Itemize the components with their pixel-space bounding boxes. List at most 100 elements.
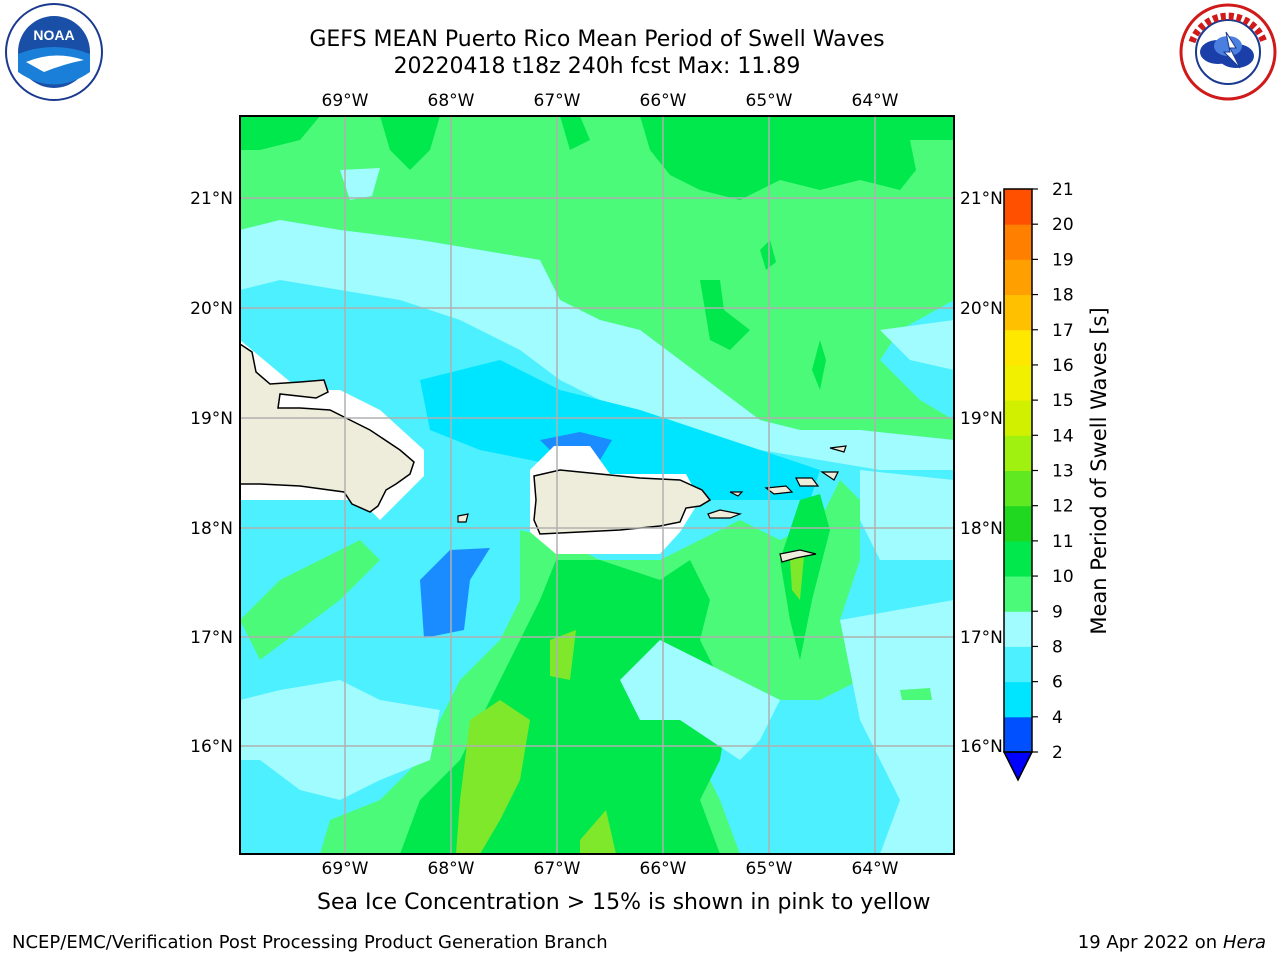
lat-label-left: 16°N — [190, 737, 233, 757]
footer-credit: NCEP/EMC/Verification Post Processing Pr… — [12, 932, 608, 953]
lat-labels-left: 21°N 20°N 19°N 18°N 17°N 16°N — [190, 189, 233, 757]
lon-labels-bottom: 69°W 68°W 67°W 66°W 65°W 64°W — [322, 859, 899, 879]
colorbar-segment — [1004, 435, 1032, 471]
lat-label-right: 17°N — [960, 628, 1003, 648]
lon-label-bottom: 66°W — [640, 859, 687, 879]
footer-date-text: 19 Apr 2022 on — [1077, 932, 1223, 953]
contour-9-10-north — [240, 116, 954, 440]
vieques-island — [707, 509, 743, 519]
contour-10-11-north-b — [240, 116, 320, 150]
colorbar-tick-label: 16 — [1052, 356, 1074, 376]
contour-11-12-south — [456, 630, 616, 854]
contour-10-11-mid-f — [812, 340, 826, 390]
lat-label-left: 21°N — [190, 189, 233, 209]
st-croix-island — [779, 549, 817, 563]
colorbar: 21 20 19 18 17 16 15 14 13 12 11 10 9 8 6 4 2 — [1002, 180, 1074, 782]
lat-label-right: 21°N — [960, 189, 1003, 209]
contour-8-9-patch-a — [340, 168, 380, 200]
lat-labels-right: 21°N 20°N 19°N 18°N 17°N 16°N — [960, 189, 1003, 757]
lon-label-top: 64°W — [852, 91, 899, 111]
lon-labels-top: 69°W 68°W 67°W 66°W 65°W 64°W — [322, 91, 899, 111]
noaa-logo: NOAA — [5, 3, 103, 101]
lon-label-bottom: 68°W — [428, 859, 475, 879]
contour-8-9-band-north — [240, 220, 954, 470]
contour-10-11-mid-g — [760, 240, 776, 270]
colorbar-segment — [1004, 364, 1032, 401]
map-panel — [240, 116, 954, 854]
colorbar-segment — [1004, 294, 1032, 331]
nws-logo — [1179, 3, 1277, 101]
contour-8-9-patch-b — [880, 320, 954, 370]
contour-10-11-mid-e — [700, 280, 750, 350]
colorbar-segment — [1004, 681, 1032, 718]
colorbar-tick-label: 8 — [1052, 637, 1063, 657]
lon-label-bottom: 69°W — [322, 859, 369, 879]
colorbar-tick-label: 11 — [1052, 532, 1074, 552]
contour-8-9-south-c — [840, 600, 954, 854]
map-title: GEFS MEAN Puerto Rico Mean Period of Swe… — [309, 27, 885, 52]
colorbar-segment — [1004, 470, 1032, 507]
lat-label-right: 20°N — [960, 299, 1003, 319]
contour-6-8-central — [420, 360, 820, 500]
colorbar-segment — [1004, 576, 1032, 612]
lat-label-left: 19°N — [190, 409, 233, 429]
colorbar-tick-label: 17 — [1052, 321, 1074, 341]
virgin-islands-north — [729, 445, 847, 497]
colorbar-label: Mean Period of Swell Waves [s] — [1087, 307, 1111, 634]
colorbar-tick-label: 6 — [1052, 673, 1063, 693]
colorbar-segment — [1004, 716, 1032, 753]
colorbar-segment — [1004, 611, 1032, 647]
lon-label-top: 67°W — [534, 91, 581, 111]
contour-6-8-south-east — [776, 800, 812, 854]
colorbar-tick-label: 15 — [1052, 391, 1074, 411]
colorbar-segment — [1004, 400, 1032, 436]
colorbar-tick-label: 10 — [1052, 567, 1074, 587]
colorbar-tick-label: 18 — [1052, 286, 1074, 306]
colorbar-tick-label: 14 — [1052, 426, 1074, 446]
colorbar-tick-label: 4 — [1052, 708, 1063, 728]
hispaniola-land — [240, 343, 415, 513]
contour-10-11-north-c — [380, 116, 440, 170]
map-frame — [239, 115, 955, 855]
colorbar-tick-label: 9 — [1052, 602, 1063, 622]
contour-11-12-east — [790, 556, 804, 600]
map-subtitle: 20220418 t18z 240h fcst Max: 11.89 — [393, 54, 801, 79]
lat-label-right: 16°N — [960, 737, 1003, 757]
contour-8-9-east — [860, 470, 954, 560]
colorbar-segment — [1004, 329, 1032, 366]
gridlines — [240, 116, 954, 854]
lon-label-top: 68°W — [428, 91, 475, 111]
lat-label-left: 17°N — [190, 628, 233, 648]
contour-10-11-north-d — [560, 116, 590, 150]
colorbar-under-triangle — [1002, 751, 1034, 782]
footer-date: 19 Apr 2022 on Hera — [1078, 932, 1266, 953]
colorbar-tick-label: 20 — [1052, 215, 1074, 235]
lon-label-top: 66°W — [640, 91, 687, 111]
colorbar-segment — [1004, 259, 1032, 296]
lon-label-top: 65°W — [746, 91, 793, 111]
lat-label-left: 20°N — [190, 299, 233, 319]
colorbar-segment — [1004, 505, 1032, 542]
contour-10-11-south-east — [780, 494, 830, 660]
puerto-rico-land — [533, 469, 712, 535]
lat-label-left: 18°N — [190, 519, 233, 539]
colorbar-tick-label: 21 — [1052, 180, 1074, 200]
lat-label-right: 18°N — [960, 519, 1003, 539]
colorbar-tick-label: 12 — [1052, 497, 1074, 517]
contour-8-9-south-a — [240, 680, 440, 800]
lon-label-bottom: 65°W — [746, 859, 793, 879]
colorbar-segment — [1004, 189, 1032, 225]
contour-8-9-south-b — [620, 640, 780, 760]
lon-label-top: 69°W — [322, 91, 369, 111]
lon-label-bottom: 67°W — [534, 859, 581, 879]
noaa-logo-text: NOAA — [33, 27, 74, 43]
colorbar-tick-label: 13 — [1052, 462, 1074, 482]
sea-ice-note: Sea Ice Concentration > 15% is shown in … — [317, 890, 931, 915]
mona-island — [457, 513, 469, 523]
footer-machine: Hera — [1222, 932, 1266, 953]
colorbar-segment — [1004, 224, 1032, 260]
colorbar-segment — [1004, 646, 1032, 683]
colorbar-tick-label: 2 — [1052, 743, 1063, 763]
lat-label-right: 19°N — [960, 409, 1003, 429]
